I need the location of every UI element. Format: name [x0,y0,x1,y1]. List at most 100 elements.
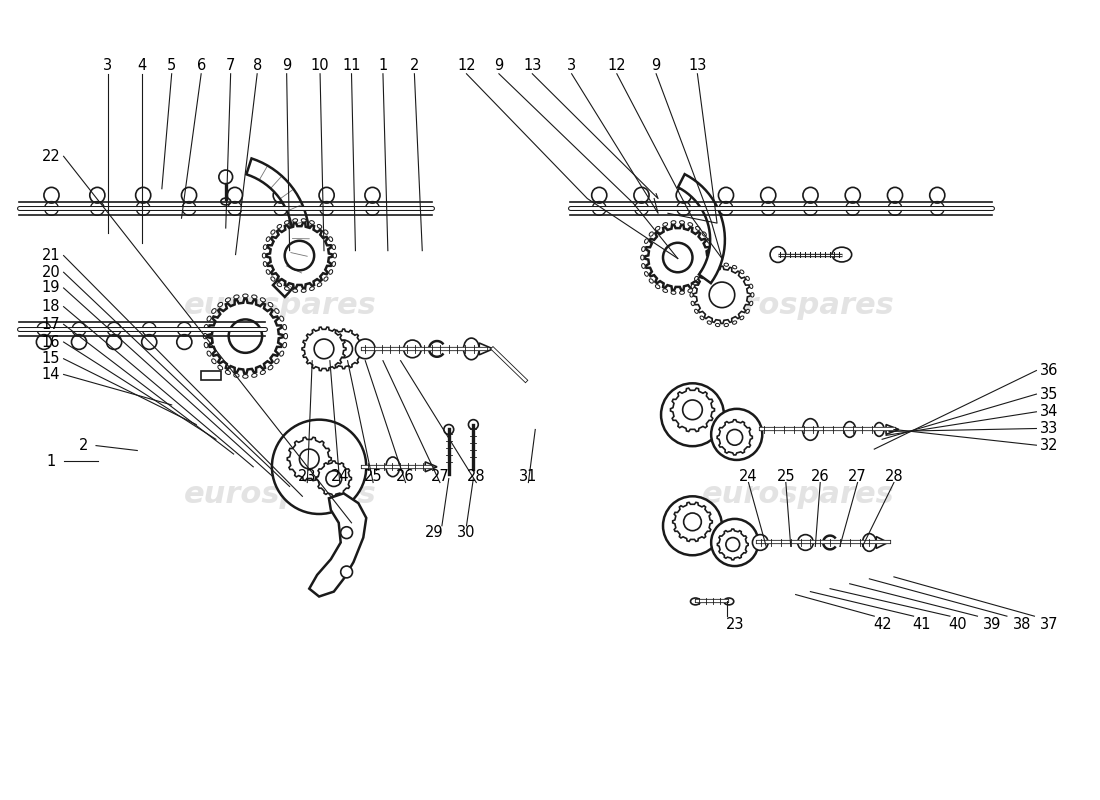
Ellipse shape [268,366,273,370]
Ellipse shape [746,310,749,314]
Ellipse shape [44,187,59,203]
Ellipse shape [243,294,249,298]
Ellipse shape [135,187,151,203]
Text: 18: 18 [42,299,60,314]
Ellipse shape [691,302,694,306]
Ellipse shape [266,237,270,242]
Text: 9: 9 [651,58,661,74]
Ellipse shape [277,282,282,286]
Ellipse shape [641,263,646,269]
Text: 24: 24 [739,469,758,484]
Ellipse shape [715,323,719,326]
Ellipse shape [711,246,714,251]
Text: 32: 32 [1040,438,1058,453]
Ellipse shape [226,298,231,302]
Polygon shape [208,298,283,374]
Ellipse shape [329,237,332,242]
Ellipse shape [740,316,744,320]
Ellipse shape [694,310,698,314]
Ellipse shape [243,374,249,378]
Text: 41: 41 [912,617,931,631]
Ellipse shape [233,374,239,378]
Polygon shape [302,327,346,370]
Circle shape [326,470,342,486]
Circle shape [661,383,724,446]
Circle shape [712,409,762,460]
Text: 29: 29 [425,525,443,540]
Ellipse shape [761,187,776,203]
Circle shape [683,513,702,530]
Ellipse shape [874,422,884,436]
Ellipse shape [680,221,684,224]
Text: eurospares: eurospares [184,480,376,509]
Ellipse shape [645,272,648,276]
Ellipse shape [645,238,648,243]
Ellipse shape [656,285,660,289]
Circle shape [299,449,319,469]
Polygon shape [887,425,899,434]
Text: 28: 28 [468,469,485,484]
Polygon shape [717,529,748,560]
Circle shape [727,430,742,446]
Ellipse shape [252,295,257,298]
Polygon shape [877,537,888,548]
Ellipse shape [733,321,737,324]
Ellipse shape [263,262,267,266]
Ellipse shape [715,263,719,266]
Ellipse shape [845,187,860,203]
Circle shape [726,538,739,551]
Ellipse shape [592,187,607,203]
Circle shape [341,566,352,578]
Text: 27: 27 [430,469,449,484]
Circle shape [798,534,813,550]
Circle shape [663,496,722,555]
Text: 39: 39 [983,617,1001,631]
Circle shape [710,282,735,308]
Ellipse shape [72,334,87,350]
Ellipse shape [271,277,275,281]
Ellipse shape [233,295,239,298]
Ellipse shape [691,598,701,605]
Ellipse shape [107,334,122,350]
Ellipse shape [803,187,818,203]
Ellipse shape [218,302,222,307]
Text: 11: 11 [342,58,361,74]
Circle shape [272,420,366,514]
Ellipse shape [283,325,287,330]
Polygon shape [323,329,363,369]
Ellipse shape [888,187,903,203]
Text: eurospares: eurospares [702,291,895,320]
Ellipse shape [707,321,712,324]
Ellipse shape [275,359,279,364]
Ellipse shape [205,342,208,348]
Ellipse shape [724,323,728,326]
Ellipse shape [263,245,267,250]
Ellipse shape [277,225,282,229]
Ellipse shape [329,270,332,274]
Text: 4: 4 [138,58,146,74]
Ellipse shape [656,226,660,230]
Ellipse shape [694,276,698,281]
Ellipse shape [273,187,288,203]
Ellipse shape [211,309,216,314]
Circle shape [404,340,421,358]
Polygon shape [671,388,715,431]
Text: 23: 23 [298,469,317,484]
Ellipse shape [718,187,734,203]
Ellipse shape [700,270,704,274]
Text: 37: 37 [1040,617,1058,631]
Text: 38: 38 [1012,617,1031,631]
Text: 1: 1 [378,58,387,74]
Text: 19: 19 [42,281,60,295]
Ellipse shape [36,334,52,350]
Ellipse shape [663,222,668,226]
Text: eurospares: eurospares [702,480,895,509]
Ellipse shape [319,187,334,203]
Text: 2: 2 [409,58,419,74]
Ellipse shape [261,298,265,302]
Polygon shape [717,420,752,455]
Ellipse shape [309,286,315,290]
Ellipse shape [226,370,231,374]
Text: 5: 5 [167,58,176,74]
Ellipse shape [695,226,700,230]
